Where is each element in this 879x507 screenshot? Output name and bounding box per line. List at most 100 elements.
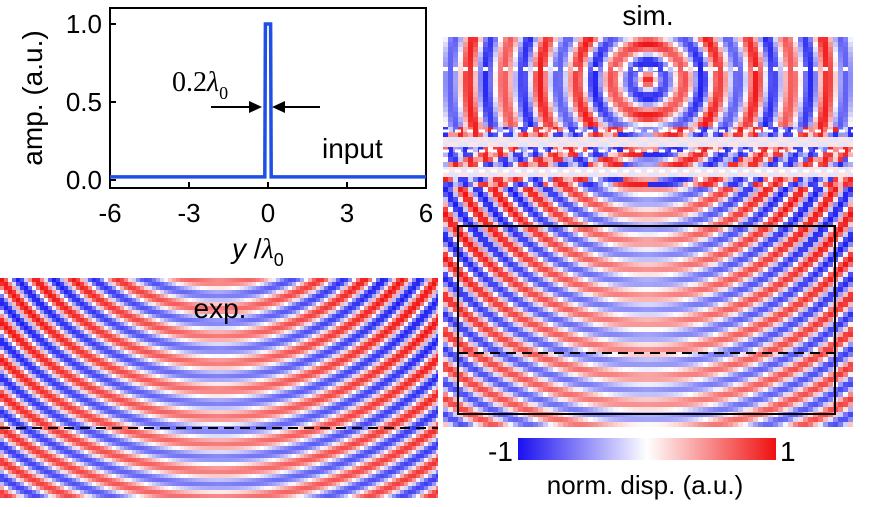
exp-field-cell (32, 322, 36, 326)
exp-field-cell (408, 394, 412, 398)
exp-field-cell (328, 302, 332, 306)
exp-field-cell (184, 366, 188, 370)
exp-field-cell (396, 306, 400, 310)
exp-field-cell (136, 310, 140, 314)
exp-field-cell (288, 442, 292, 446)
exp-field-cell (28, 286, 32, 290)
exp-field-cell (424, 298, 428, 302)
exp-field-cell (288, 330, 292, 334)
exp-field-cell (332, 378, 336, 382)
exp-field-cell (364, 394, 368, 398)
exp-field-cell (360, 410, 364, 414)
exp-field-cell (196, 374, 200, 378)
exp-field-cell (132, 314, 136, 318)
exp-field-cell (424, 430, 428, 434)
exp-field-cell (244, 362, 248, 366)
exp-field-cell (204, 370, 208, 374)
exp-field-cell (208, 410, 212, 414)
exp-field-cell (156, 278, 160, 282)
exp-field-cell (360, 294, 364, 298)
exp-field-cell (4, 370, 8, 374)
exp-field-cell (268, 422, 272, 426)
exp-field-cell (372, 334, 376, 338)
exp-field-cell (216, 442, 220, 446)
exp-field-cell (304, 374, 308, 378)
exp-field-cell (116, 342, 120, 346)
exp-field-cell (68, 290, 72, 294)
exp-field-cell (336, 290, 340, 294)
exp-field-cell (404, 282, 408, 286)
exp-field-cell (348, 318, 352, 322)
exp-field-cell (432, 370, 436, 374)
exp-field-cell (408, 426, 412, 430)
exp-field-cell (40, 426, 44, 430)
exp-field-cell (340, 434, 344, 438)
exp-field-cell (188, 370, 192, 374)
exp-field-cell (392, 382, 396, 386)
exp-field-cell (16, 326, 20, 330)
exp-field-cell (8, 430, 12, 434)
exp-field-cell (32, 422, 36, 426)
exp-field-cell (336, 386, 340, 390)
exp-field-cell (316, 426, 320, 430)
exp-field-cell (196, 354, 200, 358)
exp-field-cell (92, 342, 96, 346)
exp-field-cell (140, 370, 144, 374)
exp-field-cell (344, 386, 348, 390)
exp-field-cell (296, 414, 300, 418)
exp-field-cell (296, 426, 300, 430)
exp-field-cell (432, 394, 436, 398)
exp-field-cell (140, 422, 144, 426)
exp-field-cell (272, 358, 276, 362)
exp-field-cell (176, 294, 180, 298)
exp-field-cell (168, 358, 172, 362)
exp-field-cell (188, 294, 192, 298)
exp-field-cell (248, 390, 252, 394)
exp-field-cell (52, 318, 56, 322)
exp-field-cell (52, 402, 56, 406)
exp-field-cell (380, 334, 384, 338)
exp-field-cell (64, 318, 68, 322)
exp-field-cell (240, 390, 244, 394)
exp-field-cell (172, 310, 176, 314)
exp-field-cell (184, 354, 188, 358)
exp-field-cell (148, 438, 152, 442)
exp-field-cell (36, 278, 40, 282)
exp-field-cell (92, 394, 96, 398)
exp-field-cell (400, 282, 404, 286)
exp-field-cell (28, 362, 32, 366)
exp-field-cell (36, 446, 40, 450)
exp-field-cell (232, 446, 236, 450)
exp-field-cell (224, 394, 228, 398)
exp-field-cell (204, 290, 208, 294)
exp-field-cell (208, 354, 212, 358)
exp-field-cell (380, 410, 384, 414)
exp-field-cell (240, 322, 244, 326)
exp-field-cell (176, 450, 180, 454)
exp-field-cell (240, 302, 244, 306)
exp-field-cell (208, 406, 212, 410)
exp-field-cell (204, 314, 208, 318)
exp-field-cell (104, 446, 108, 450)
exp-field-cell (184, 322, 188, 326)
exp-field-cell (264, 282, 268, 286)
exp-field-cell (48, 374, 52, 378)
exp-field-cell (64, 302, 68, 306)
exp-field-cell (20, 314, 24, 318)
exp-field-cell (424, 354, 428, 358)
exp-field-cell (116, 346, 120, 350)
exp-field-cell (80, 378, 84, 382)
exp-field-cell (348, 278, 352, 282)
exp-field-cell (80, 406, 84, 410)
exp-field-cell (96, 450, 100, 454)
exp-field-cell (148, 338, 152, 342)
exp-field-cell (268, 354, 272, 358)
exp-field-cell (340, 438, 344, 442)
exp-field-cell (176, 290, 180, 294)
exp-field-cell (24, 330, 28, 334)
exp-field-cell (248, 354, 252, 358)
exp-field-cell (136, 314, 140, 318)
exp-field-cell (64, 442, 68, 446)
exp-field-cell (140, 394, 144, 398)
exp-field-cell (108, 282, 112, 286)
